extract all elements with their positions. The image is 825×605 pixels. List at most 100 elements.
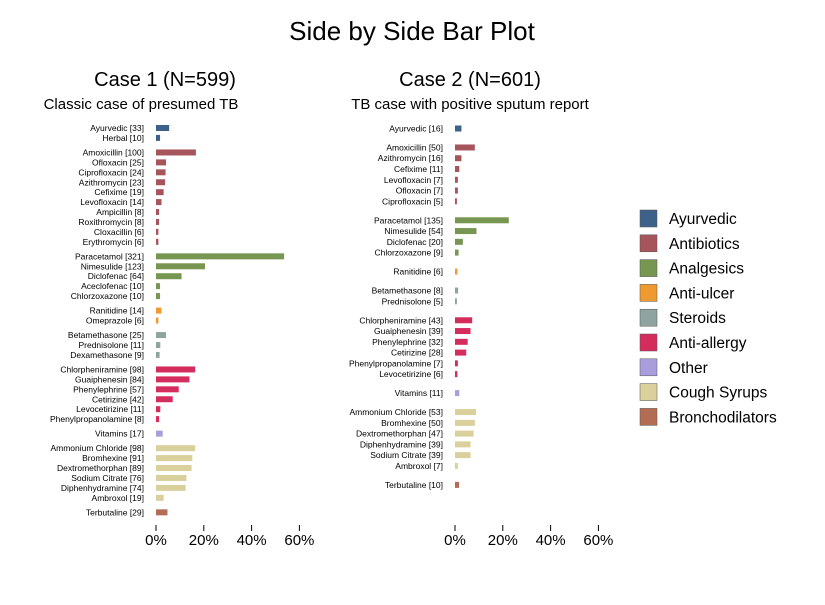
bar-group-cough-syrups: Ammonium Chloride [53]Bromhexine [50]Dex…: [349, 407, 477, 471]
legend-item: Analgesics: [639, 259, 744, 278]
bar: [455, 419, 475, 426]
x-tick-label: 20%: [488, 532, 518, 549]
bar: [156, 179, 166, 186]
bar: [455, 349, 467, 356]
bar: [455, 462, 458, 469]
panel-subtitle: TB case with positive sputum report: [351, 96, 589, 113]
bar: [455, 249, 459, 256]
bar-label: Phenylpropanolamine [8]: [50, 414, 144, 424]
panels-layer: Case 1 (N=599) Classic case of presumed T…: [44, 69, 614, 549]
legend-swatch: [639, 259, 658, 277]
bar-label: Guaiphenesin [84]: [75, 374, 144, 384]
bar-group-anti-allergy: Chlorpheniramine [98]Guaiphenesin [84]Ph…: [50, 364, 196, 424]
legend-swatch: [639, 308, 658, 327]
bar: [156, 199, 162, 206]
legend-item: Bronchodilators: [639, 408, 777, 426]
bar: [156, 159, 167, 166]
bar: [455, 125, 462, 132]
bar: [455, 360, 458, 367]
legend-label: Anti-allergy: [669, 335, 747, 352]
bar: [455, 430, 474, 437]
legend-label: Anti-ulcer: [669, 285, 734, 302]
bar: [455, 409, 477, 416]
panel-case-2: Case 2 (N=601) TB case with positive sput…: [349, 69, 613, 549]
bar-label: Ranitidine [6]: [393, 267, 443, 277]
bar-label: Amoxicillin [50]: [386, 142, 443, 152]
legend-item: Cough Syrups: [639, 383, 767, 402]
bar-label: Omeprazole [6]: [86, 316, 144, 326]
bar-group-analgesics: Paracetamol [135]Nimesulide [54]Diclofen…: [374, 215, 509, 258]
bar-label: Nimesulide [54]: [384, 226, 443, 236]
legend-label: Cough Syrups: [669, 385, 767, 402]
bar-label: Ayurvedic [33]: [90, 123, 144, 133]
bar: [156, 238, 159, 245]
bar: [156, 445, 196, 452]
bar: [156, 209, 160, 216]
legend-swatch: [639, 284, 658, 302]
panel-title: Case 1 (N=599): [94, 69, 236, 91]
legend-item: Other: [639, 358, 708, 377]
x-axis: 0% 20% 40% 60%: [444, 525, 613, 549]
bar: [455, 287, 459, 294]
bar-label: Dextromethorphan [47]: [356, 429, 443, 439]
bar-label: Azithromycin [16]: [378, 153, 443, 163]
bar: [455, 176, 458, 183]
bar-label: Cefixime [11]: [394, 164, 443, 174]
legend-label: Bronchodilators: [669, 409, 777, 426]
bar-label: Guaiphenesin [39]: [374, 326, 443, 336]
bar-label: Ambroxol [19]: [92, 493, 144, 503]
bar-label: Azithromycin [23]: [79, 177, 144, 187]
bar-label: Diclofenac [64]: [88, 271, 144, 281]
bar: [455, 166, 460, 173]
bar-label: Betamethasone [8]: [372, 286, 443, 296]
x-tick-label: 0%: [444, 532, 466, 549]
legend-swatch: [639, 383, 658, 401]
bar: [156, 218, 160, 225]
legend-item: Anti-ulcer: [639, 284, 734, 302]
x-tick-label: 20%: [189, 532, 219, 549]
bar-label: Cetirizine [42]: [92, 394, 144, 404]
bar-label: Ayurvedic [16]: [389, 124, 443, 134]
bar-label: Chlorpheniramine [43]: [359, 315, 443, 325]
legend-item: Antibiotics: [639, 234, 740, 253]
bar-label: Ammonium Chloride [53]: [349, 407, 443, 417]
legend-label: Other: [669, 360, 708, 377]
bar-label: Phenylpropanolamine [7]: [349, 358, 443, 368]
bar-label: Ciprofloxacin [24]: [78, 167, 144, 177]
bar-label: Chlorzoxazone [9]: [374, 248, 443, 258]
bar-group-anti-ulcer: Ranitidine [14]Omeprazole [6]: [86, 306, 162, 326]
bar-label: Cloxacillin [6]: [94, 227, 144, 237]
bar: [156, 283, 161, 290]
bar-group-analgesics: Paracetamol [321]Nimesulide [123]Diclofe…: [71, 251, 285, 301]
bar-label: Prednisolone [5]: [382, 296, 443, 306]
bar: [156, 406, 161, 413]
legend-swatch: [639, 358, 658, 377]
bar: [455, 228, 477, 235]
bar-label: Ciprofloxacin [5]: [382, 196, 443, 206]
bar-label: Vitamins [11]: [395, 388, 443, 398]
bar-label: Roxithromycin [8]: [78, 217, 144, 227]
legend-swatch: [639, 209, 658, 228]
x-tick-label: 60%: [583, 532, 613, 549]
bar: [455, 481, 460, 488]
bar-label: Sodium Citrate [76]: [71, 473, 144, 483]
bar: [455, 217, 509, 224]
bar-group-ayurvedic: Ayurvedic [16]: [389, 124, 462, 134]
bar-label: Betamethasone [25]: [68, 330, 144, 340]
bar-label: Dexamethasone [9]: [70, 350, 144, 360]
bar-label: Herbal [10]: [102, 133, 144, 143]
bar-label: Levofloxacin [7]: [384, 175, 443, 185]
bar: [156, 430, 163, 437]
legend-label: Antibiotics: [669, 236, 740, 253]
bar-label: Chlorzoxazone [10]: [71, 291, 144, 301]
bar: [156, 351, 160, 358]
panel-title: Case 2 (N=601): [399, 69, 541, 91]
bar-label: Dextromethorphan [89]: [57, 463, 144, 473]
bar-label: Ampicillin [8]: [96, 207, 144, 217]
bar: [455, 371, 458, 378]
legend-label: Analgesics: [669, 261, 744, 278]
bar-label: Terbutaline [10]: [385, 480, 443, 490]
bar-label: Ofloxacin [7]: [396, 186, 443, 196]
bar: [156, 396, 173, 403]
